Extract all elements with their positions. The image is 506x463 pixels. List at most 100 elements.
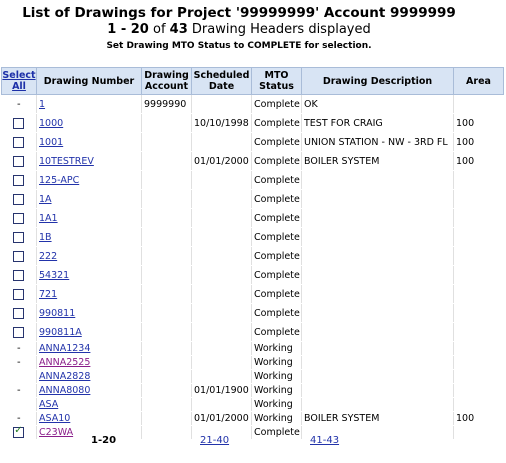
drawing-number-link[interactable]: 222: [39, 250, 58, 262]
drawing-description-cell: BOILER SYSTEM: [301, 151, 454, 171]
row-select-cell: [1, 227, 37, 247]
drawing-account-header: Drawing Account: [141, 67, 192, 95]
drawing-number-cell: ANNA8080: [36, 383, 142, 398]
table-row: 1001 Complete UNION STATION - NW - 3RD FL 1…: [1, 132, 504, 152]
row-select-cell: -: [1, 355, 37, 370]
row-select-cell: [1, 303, 37, 323]
drawing-number-cell: 1: [36, 94, 142, 114]
drawings-table: Select All Drawing Number Drawing Account …: [1, 67, 504, 440]
drawing-description-cell: [301, 284, 454, 304]
drawing-number-link[interactable]: ANNA1234: [39, 343, 91, 354]
mto-status-cell: Complete: [251, 208, 302, 228]
drawing-number-link[interactable]: 1A: [39, 193, 52, 205]
drawing-description-cell: [301, 397, 454, 412]
row-checkbox[interactable]: [13, 250, 25, 262]
area-cell: [453, 397, 504, 412]
drawing-number-link[interactable]: C23WA: [39, 427, 74, 438]
drawing-number-link[interactable]: 721: [39, 288, 58, 300]
drawing-description-cell: [301, 303, 454, 323]
row-select-cell: [1, 170, 37, 190]
table-row: - ANNA8080 01/01/1900 Working: [1, 383, 504, 398]
drawing-number-link[interactable]: 54321: [39, 269, 70, 281]
drawing-account-cell: [141, 265, 192, 285]
row-checkbox[interactable]: [13, 193, 25, 205]
drawing-number-link[interactable]: 990811A: [39, 326, 82, 338]
drawing-number-link[interactable]: ANNA2525: [39, 357, 91, 368]
drawing-number-cell: 10TESTREV: [36, 151, 142, 171]
row-checkbox-checked[interactable]: [13, 426, 25, 438]
mto-status-cell: Complete: [251, 94, 302, 114]
drawing-number-link[interactable]: ASA10: [39, 413, 71, 424]
mto-status-cell: Working: [251, 397, 302, 412]
row-select-cell: [1, 265, 37, 285]
drawing-description-cell: [301, 322, 454, 342]
drawing-description-cell: [301, 355, 454, 370]
drawing-account-cell: [141, 151, 192, 171]
row-checkbox[interactable]: [13, 231, 25, 243]
drawing-number-cell: ASA10: [36, 411, 142, 426]
drawing-number-cell: 125-APC: [36, 170, 142, 190]
row-checkbox[interactable]: [13, 155, 25, 167]
table-row: 990811A Complete: [1, 322, 504, 342]
drawing-account-cell: [141, 113, 192, 133]
drawing-number-cell: 1001: [36, 132, 142, 152]
mto-status-cell: Working: [251, 355, 302, 370]
drawing-description-cell: [301, 265, 454, 285]
instruction-text: Set Drawing MTO Status to COMPLETE for s…: [106, 41, 372, 51]
scheduled-date-cell: [191, 322, 252, 342]
drawing-description-cell: [301, 227, 454, 247]
drawing-number-cell: ANNA2828: [36, 369, 142, 384]
drawing-number-link[interactable]: 1: [39, 98, 46, 110]
area-header: Area: [453, 67, 504, 95]
area-cell: [453, 303, 504, 323]
scheduled-date-cell: 01/01/2000: [191, 411, 252, 426]
area-cell: [453, 425, 504, 440]
scheduled-date-cell: [191, 227, 252, 247]
row-select-cell: [1, 425, 37, 440]
drawing-account-cell: [141, 170, 192, 190]
drawing-account-cell: [141, 322, 192, 342]
drawing-number-link[interactable]: 1B: [39, 231, 52, 243]
drawing-number-link[interactable]: 1000: [39, 117, 64, 129]
area-cell: [453, 322, 504, 342]
mto-status-cell: Complete: [251, 265, 302, 285]
area-cell: [453, 94, 504, 114]
drawing-number-link[interactable]: ASA: [39, 399, 59, 410]
table-row: 1000 10/10/1998 Complete TEST FOR CRAIG 100: [1, 113, 504, 133]
row-checkbox[interactable]: [13, 326, 25, 338]
row-checkbox[interactable]: [13, 307, 25, 319]
record-count: 1 - 20 of 43 Drawing Headers displayed: [0, 22, 478, 37]
drawing-number-link[interactable]: ANNA8080: [39, 385, 91, 396]
drawing-account-cell: 9999990: [141, 94, 192, 114]
drawing-description-cell: [301, 246, 454, 266]
pager-page-41-43[interactable]: 41-43: [310, 435, 340, 446]
drawing-description-cell: [301, 170, 454, 190]
drawing-account-cell: [141, 208, 192, 228]
drawing-number-cell: 990811A: [36, 322, 142, 342]
row-checkbox[interactable]: [13, 269, 25, 281]
mto-status-cell: Complete: [251, 170, 302, 190]
drawing-description-cell: [301, 189, 454, 209]
drawing-number-link[interactable]: 125-APC: [39, 174, 80, 186]
drawing-number-link[interactable]: 990811: [39, 307, 76, 319]
drawing-number-cell: 1A: [36, 189, 142, 209]
drawing-description-cell: [301, 383, 454, 398]
drawing-account-cell: [141, 227, 192, 247]
drawing-description-cell: [301, 369, 454, 384]
scheduled-date-header: Scheduled Date: [191, 67, 252, 95]
drawing-account-cell: [141, 355, 192, 370]
drawing-number-link[interactable]: ANNA2828: [39, 371, 91, 382]
row-checkbox[interactable]: [13, 212, 25, 224]
scheduled-date-cell: [191, 397, 252, 412]
drawing-number-link[interactable]: 1001: [39, 136, 64, 148]
pager-current: 1-20: [91, 435, 117, 446]
row-checkbox[interactable]: [13, 174, 25, 186]
drawing-number-link[interactable]: 10TESTREV: [39, 155, 94, 167]
select-all-link[interactable]: Select All: [2, 70, 36, 92]
pager-page-21-40[interactable]: 21-40: [200, 435, 230, 446]
row-checkbox[interactable]: [13, 117, 25, 129]
drawing-number-link[interactable]: 1A1: [39, 212, 58, 224]
row-checkbox[interactable]: [13, 288, 25, 300]
record-suffix: Drawing Headers displayed: [191, 22, 371, 37]
row-checkbox[interactable]: [13, 136, 25, 148]
